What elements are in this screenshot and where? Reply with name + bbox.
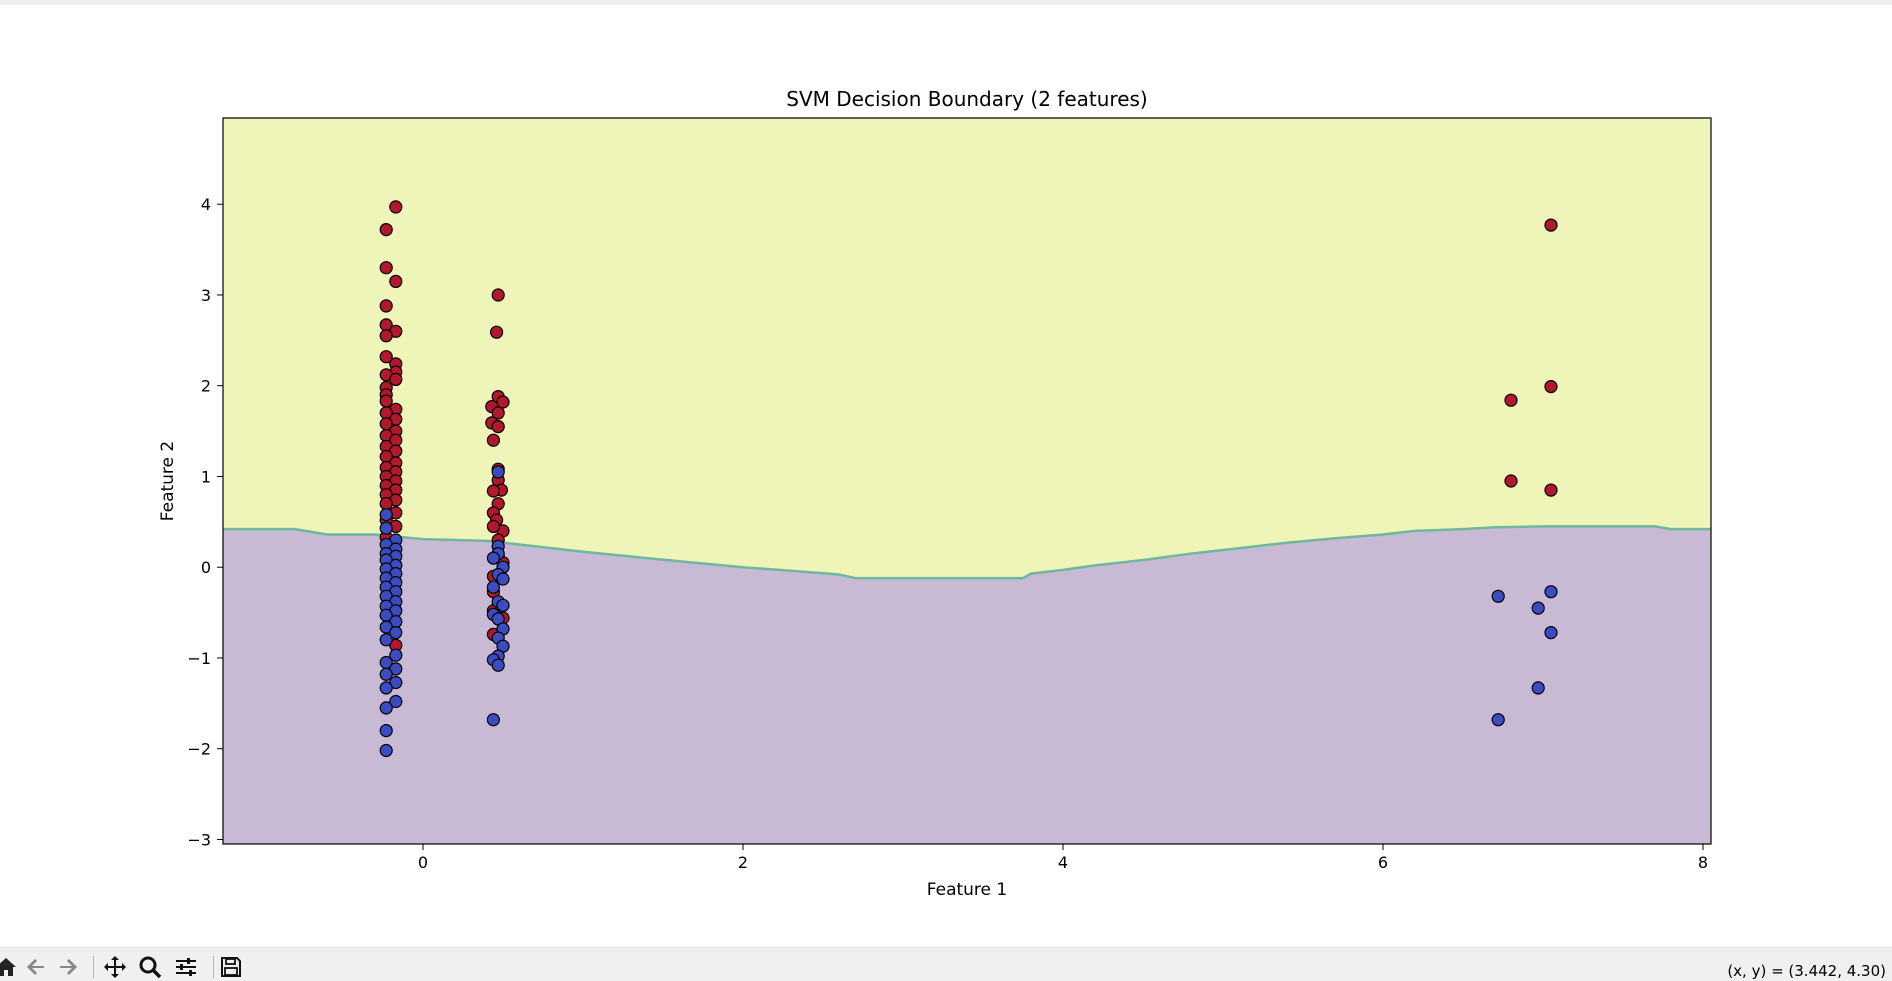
data-point-blue (379, 681, 393, 695)
data-point-red (379, 350, 393, 364)
data-point-red (389, 372, 403, 386)
data-point-blue (379, 667, 393, 681)
y-tick-label: −3 (187, 830, 211, 849)
data-point-blue (491, 465, 505, 479)
data-point-blue (1544, 625, 1558, 640)
save-icon (221, 957, 241, 977)
x-tick-label: 4 (1058, 853, 1068, 872)
data-point-blue (379, 723, 393, 738)
decision-region-lower (223, 526, 1711, 844)
data-point-red (379, 223, 393, 237)
axes-frame (222, 117, 1712, 845)
data-point-red (389, 274, 403, 288)
data-point-red (1544, 380, 1558, 394)
data-point-blue (1531, 601, 1545, 615)
scatter-plot: 0 2 4 6 8 −3 −2 −1 0 1 2 3 4 SVM Decision Boundary … (158, 87, 1712, 900)
data-point-red (486, 519, 500, 534)
data-point-blue (379, 521, 393, 535)
data-point-red (379, 299, 393, 313)
x-tick-label: 0 (418, 853, 428, 872)
x-axis-label: Feature 1 (927, 880, 1007, 900)
data-point-red (1504, 474, 1518, 488)
home-button[interactable] (0, 954, 20, 980)
data-point-blue (486, 580, 500, 594)
data-point-blue (379, 633, 393, 647)
data-point-blue (486, 551, 500, 565)
configure-subplots-icon (176, 958, 196, 976)
data-point-red (379, 329, 393, 343)
data-point-red (491, 420, 505, 434)
y-tick-label: −2 (187, 740, 211, 759)
pan-button[interactable] (101, 954, 129, 980)
forward-icon (60, 959, 77, 975)
data-point-blue (1491, 713, 1505, 727)
data-point-blue (491, 658, 505, 672)
data-point-red (491, 406, 505, 420)
data-point-red (1544, 483, 1558, 497)
data-point-red (379, 497, 393, 511)
data-point-red (1544, 218, 1558, 232)
data-point-blue (389, 694, 403, 709)
figure-canvas[interactable]: 0 2 4 6 8 −3 −2 −1 0 1 2 3 4 SVM Decision Boundary … (0, 5, 1892, 947)
y-tick-label: 0 (201, 558, 211, 577)
data-point-blue (379, 743, 393, 758)
data-point-red (490, 325, 504, 339)
data-point-blue (496, 598, 510, 612)
data-point-blue (1531, 681, 1545, 695)
x-tick-label: 6 (1378, 853, 1388, 872)
window-top-strip (0, 0, 1892, 5)
data-point-blue (379, 508, 393, 522)
y-axis-label: Feature 2 (158, 441, 178, 521)
configure-subplots-button[interactable] (172, 954, 200, 980)
back-button[interactable] (22, 954, 50, 980)
toolbar-separator (93, 956, 94, 978)
y-tick-label: −1 (187, 649, 211, 668)
back-icon (27, 959, 44, 975)
chart-title: SVM Decision Boundary (2 features) (786, 87, 1147, 111)
data-point-blue (496, 572, 510, 586)
x-tick-label: 2 (738, 853, 748, 872)
data-point-red (486, 484, 500, 498)
data-point-red (496, 395, 510, 409)
zoom-button[interactable] (136, 954, 164, 980)
data-point-blue (486, 713, 500, 727)
data-point-red (491, 288, 505, 302)
data-point-blue (389, 648, 403, 662)
data-point-blue (1491, 589, 1505, 603)
x-tick-label: 8 (1698, 853, 1708, 872)
data-point-red (379, 394, 393, 408)
data-point-red (389, 200, 403, 214)
y-tick-label: 4 (201, 195, 211, 214)
y-tick-label: 1 (201, 467, 211, 486)
pan-icon (104, 956, 126, 978)
data-point-blue (389, 625, 403, 640)
zoom-icon (139, 956, 162, 979)
cursor-coordinates: (x, y) = (3.442, 4.30) (1727, 962, 1886, 980)
y-tick-label: 3 (201, 286, 211, 305)
save-button[interactable] (217, 954, 245, 980)
data-point-red (486, 433, 500, 447)
y-tick-label: 2 (201, 377, 211, 396)
home-icon (0, 958, 16, 976)
data-point-red (379, 261, 393, 275)
data-point-blue (1544, 585, 1558, 599)
data-point-red (1504, 393, 1518, 407)
data-point-blue (379, 701, 393, 715)
navigation-toolbar: (x, y) = (3.442, 4.30) (0, 947, 1892, 981)
forward-button[interactable] (54, 954, 82, 980)
toolbar-separator (213, 956, 214, 978)
